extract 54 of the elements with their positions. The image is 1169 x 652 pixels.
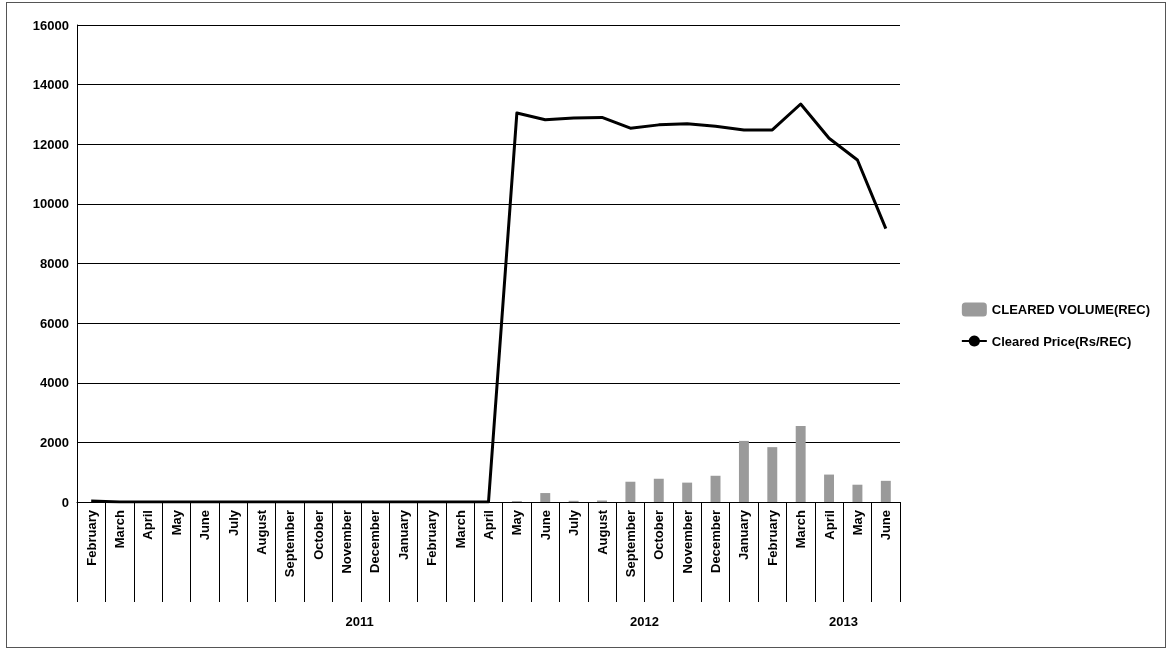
- x-tick-label: September: [282, 510, 298, 578]
- bar: [738, 440, 749, 502]
- x-tick-label: June: [537, 510, 553, 541]
- x-tick-label: August: [253, 509, 269, 555]
- text: 2013: [829, 614, 859, 629]
- x-tick-label: February: [764, 509, 780, 566]
- y-tick-label: 10000: [32, 196, 69, 212]
- x-tick-label: December: [708, 510, 724, 573]
- y-tick-label: 4000: [40, 375, 69, 391]
- y-tick-label: 12000: [32, 136, 69, 152]
- x-tick-label: May: [509, 509, 525, 536]
- bar: [767, 447, 778, 502]
- legend-label: Cleared Price(Rs/REC): [991, 333, 1132, 349]
- y-tick-label: 14000: [32, 77, 69, 93]
- x-tick-label: March: [793, 509, 809, 549]
- bar: [824, 474, 835, 502]
- x-tick-label: September: [622, 510, 638, 578]
- x-tick-label: April: [140, 510, 156, 540]
- x-tick-label: April: [481, 510, 496, 540]
- bar: [795, 425, 806, 502]
- x-tick-label: October: [651, 510, 667, 560]
- x-tick-label: March: [452, 509, 468, 549]
- x-tick-label: July: [225, 509, 241, 537]
- x-tick-label: May: [849, 509, 865, 536]
- x-tick-label: April: [821, 510, 837, 540]
- bar: [653, 478, 664, 502]
- x-tick-label: May: [168, 509, 184, 536]
- x-tick-label: February: [424, 509, 440, 566]
- y-tick-label: 16000: [32, 17, 69, 33]
- text: 2012: [629, 614, 659, 629]
- bar: [625, 481, 636, 502]
- bar: [852, 484, 863, 502]
- x-tick-label: June: [197, 510, 213, 541]
- x-tick-label: November: [339, 510, 355, 574]
- bar: [682, 482, 693, 502]
- x-tick-label: June: [878, 510, 894, 541]
- y-tick-label: 2000: [40, 434, 69, 450]
- legend-label: CLEARED VOLUME(REC): [991, 302, 1151, 317]
- x-tick-label: January: [736, 509, 752, 560]
- y-tick-label: 8000: [40, 256, 69, 271]
- text: 2011: [345, 614, 374, 629]
- y-tick-label: 0: [61, 494, 69, 510]
- x-tick-label: August: [594, 509, 610, 555]
- x-tick-label: February: [83, 509, 99, 566]
- y-tick-label: 6000: [40, 315, 69, 331]
- x-tick-label: July: [566, 509, 582, 537]
- bar: [880, 480, 891, 502]
- x-tick-label: March: [112, 509, 128, 549]
- x-tick-label: October: [310, 510, 326, 560]
- x-tick-label: November: [679, 510, 695, 574]
- x-tick-label: January: [395, 509, 411, 560]
- bar: [540, 493, 551, 502]
- bar: [710, 475, 721, 502]
- x-tick-label: December: [367, 510, 383, 573]
